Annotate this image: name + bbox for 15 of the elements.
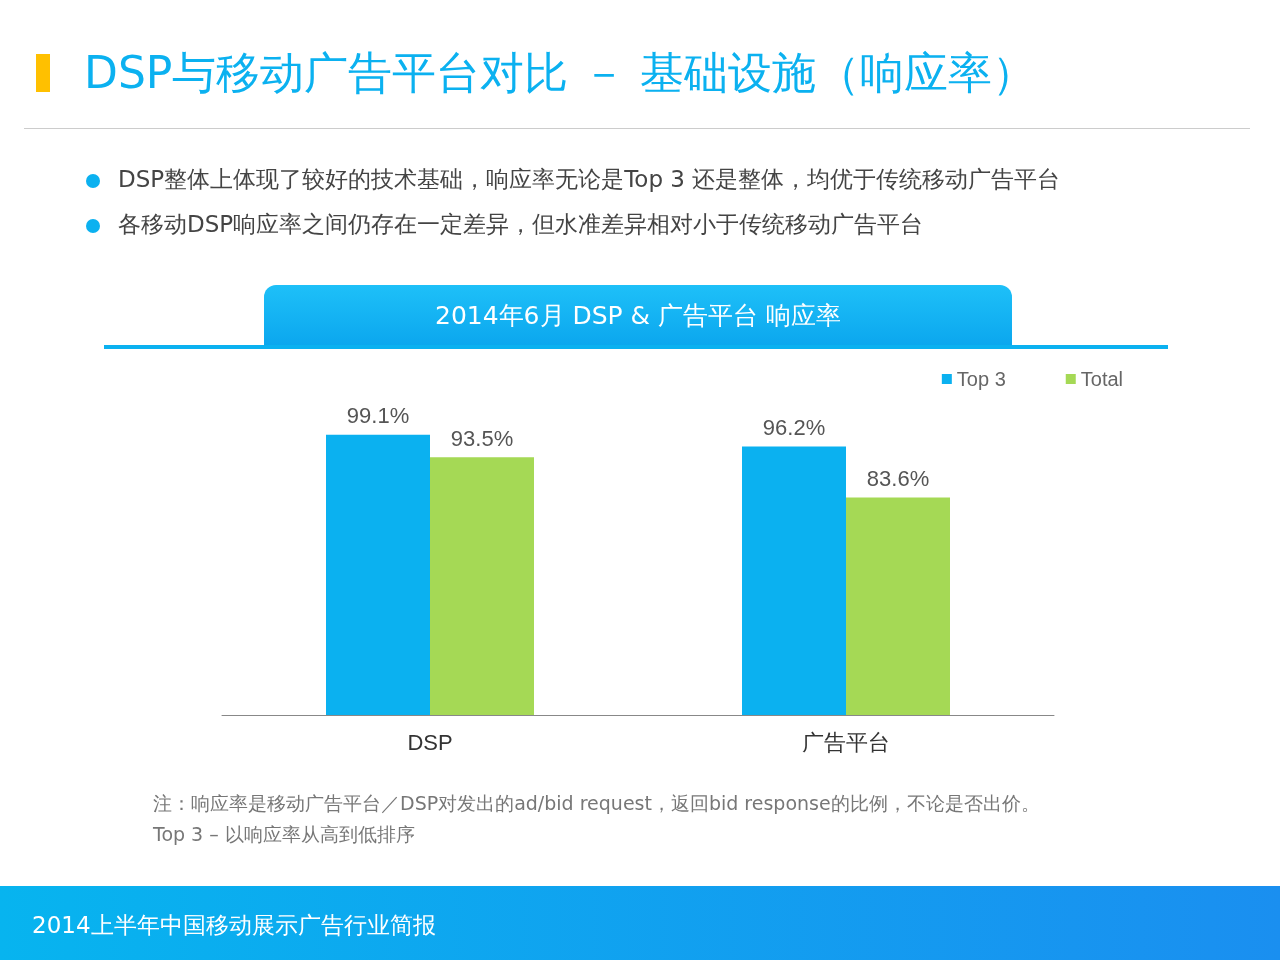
text: Top 3 – 以响应率从高到低排序 [153, 822, 415, 847]
x-tick-label: 广告平台 [802, 729, 890, 755]
legend-label: Total [1080, 368, 1123, 390]
text: 2014上半年中国移动展示广告行业简报 [0, 886, 1280, 960]
text: 注：响应率是移动广告平台／DSP对发出的ad/bid request，返回bid response的比例，不论是否出价。 [153, 791, 1040, 816]
text: 各移动DSP响应率之间仍存在一定差异，但水准差异相对小于传统移动广告平台 [117, 210, 924, 239]
data-label: 93.5% [450, 425, 514, 451]
x-tick-label: DSP [407, 729, 453, 755]
data-label: 83.6% [866, 466, 930, 492]
chart-subtitle: 2014年6月 DSP & 广告平台 响应率 [264, 285, 1012, 347]
data-label: 96.2% [762, 414, 826, 440]
chart-title: DSP与移动广告平台对比 － 基础设施（响应率） [84, 46, 1037, 100]
text: DSP整体上体现了较好的技术基础，响应率无论是Top 3 还是整体，均优于传统移动广告平台 [117, 165, 1061, 194]
legend-label: Top 3 [956, 368, 1006, 390]
data-label: 99.1% [346, 403, 410, 429]
